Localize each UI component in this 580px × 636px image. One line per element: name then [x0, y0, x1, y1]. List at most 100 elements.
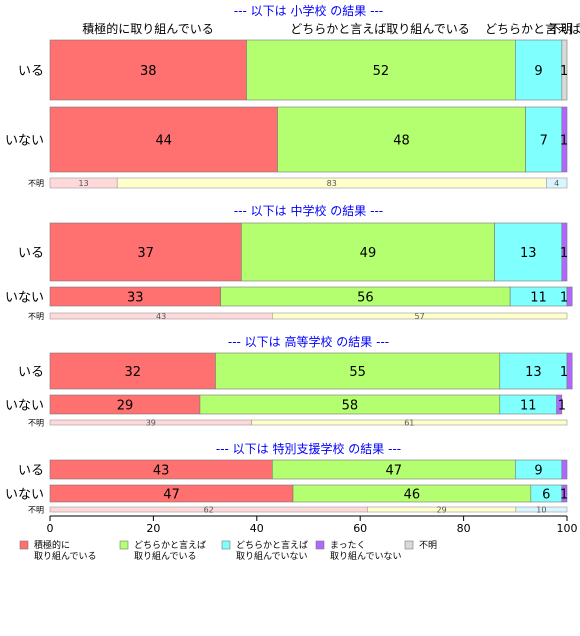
data-label-1-1-0: 33	[127, 291, 144, 306]
legend-label-line: 不明	[419, 540, 437, 551]
bar-segment-0-1-2	[525, 106, 563, 173]
data-label-0-0-4: 1	[560, 64, 568, 79]
data-label-2-0-1: 55	[349, 365, 366, 380]
unknown-label-0: 不明	[28, 179, 44, 188]
legend-label-line: 取り組んでいる	[134, 550, 197, 562]
unknown-label-1: 不明	[28, 312, 44, 321]
legend-label-line: 積極的に	[34, 539, 70, 551]
unknown-value-0-2: 4	[554, 179, 559, 188]
data-label-3-0-0: 43	[153, 464, 170, 479]
unknown-value-1-0: 43	[156, 312, 166, 321]
legend-label-line: どちらかと言えば	[134, 539, 206, 551]
data-label-3-1-3: 1	[560, 488, 568, 503]
data-label-0-0-0: 38	[140, 64, 157, 79]
unknown-value-1-1: 57	[415, 312, 425, 321]
bar-segment-2-1-3	[556, 394, 563, 415]
data-label-2-1-1: 58	[342, 399, 359, 414]
unknown-value-2-0: 39	[146, 419, 156, 428]
data-label-1-0-2: 13	[520, 246, 537, 261]
unknown-segment-2-1	[251, 419, 568, 426]
x-tick-label-2: 40	[250, 522, 264, 535]
category-label-2: どちらかと言えば	[485, 22, 580, 36]
data-label-0-1-1: 48	[393, 134, 410, 149]
unknown-value-3-2: 10	[536, 506, 546, 515]
panel-title-0: --- 以下は 小学校 の結果 ---	[234, 3, 383, 18]
data-label-1-1-1: 56	[357, 291, 374, 306]
data-label-2-1-0: 29	[117, 399, 134, 414]
unknown-segment-3-2	[515, 506, 568, 513]
x-tick-label-0: 0	[47, 522, 54, 535]
unknown-value-3-1: 29	[436, 506, 446, 515]
legend-swatch-3	[315, 540, 325, 550]
data-label-2-0-2: 13	[525, 365, 542, 380]
row-label-3-1: いない	[5, 488, 44, 503]
bar-segment-1-0-0	[49, 222, 242, 282]
data-label-3-0-2: 9	[534, 464, 542, 479]
legend-label-line: どちらかと言えば	[236, 539, 308, 551]
panel-title-2: --- 以下は 高等学校 の結果 ---	[228, 334, 389, 349]
data-label-1-1-3: 1	[560, 291, 568, 306]
legend-label-line: まったく	[330, 540, 366, 551]
bar-segment-0-0-4	[561, 39, 568, 101]
data-label-0-0-2: 9	[534, 64, 542, 79]
legend-swatch-1	[119, 540, 129, 550]
data-label-3-1-0: 47	[163, 488, 180, 503]
category-label-3: 不明	[549, 22, 573, 36]
data-label-3-1-1: 46	[404, 488, 421, 503]
legend-label-3: まったく取り組んでいない	[330, 540, 402, 562]
legend-label-2: どちらかと言えば取り組んでいない	[236, 539, 308, 562]
bar-segment-2-0-3	[566, 352, 573, 390]
bar-segment-3-1-3	[561, 484, 568, 503]
bar-segment-0-1-3	[561, 106, 568, 173]
data-label-2-1-2: 11	[520, 399, 537, 414]
legend-label-1: どちらかと言えば取り組んでいる	[134, 539, 206, 562]
row-label-0-0: いる	[18, 64, 44, 79]
legend-label-0: 積極的に取り組んでいる	[34, 539, 97, 562]
bar-segment-1-0-3	[561, 222, 568, 282]
bar-segment-1-1-3	[566, 286, 573, 307]
data-label-1-0-0: 37	[137, 246, 154, 261]
row-label-1-0: いる	[18, 246, 44, 261]
legend-label-line: 取り組んでいる	[34, 550, 97, 562]
bar-segment-1-0-2	[494, 222, 563, 282]
unknown-label-2: 不明	[28, 419, 44, 428]
category-label-0: 積極的に取り組んでいる	[82, 21, 213, 36]
data-label-2-0-3: 1	[560, 365, 568, 380]
unknown-segment-1-1	[272, 312, 568, 320]
row-label-2-1: いない	[5, 399, 44, 414]
data-label-0-1-2: 7	[540, 134, 548, 149]
x-tick-label-1: 20	[146, 522, 160, 535]
data-label-1-1-2: 11	[530, 291, 547, 306]
legend-label-line: 取り組んでいない	[330, 550, 402, 562]
x-tick-label-4: 80	[457, 522, 471, 535]
bar-segment-0-0-1	[246, 39, 516, 101]
data-label-1-0-1: 49	[360, 246, 377, 261]
data-label-1-0-3: 1	[560, 246, 568, 261]
row-label-1-1: いない	[5, 291, 44, 306]
bar-segment-1-0-1	[240, 222, 495, 282]
panel-title-3: --- 以下は 特別支援学校 の結果 ---	[216, 441, 401, 456]
data-label-3-0-1: 47	[386, 464, 403, 479]
bar-segment-3-0-3	[561, 459, 568, 480]
unknown-value-0-1: 83	[327, 179, 337, 188]
data-label-0-1-3: 1	[560, 134, 568, 149]
legend-swatch-0	[19, 540, 29, 550]
unknown-segment-0-2	[546, 177, 568, 189]
x-tick-label-5: 100	[557, 522, 578, 535]
unknown-value-0-0: 13	[79, 179, 89, 188]
bar-segment-0-1-1	[277, 106, 526, 173]
bar-segment-2-0-1	[215, 352, 501, 390]
data-label-2-0-0: 32	[124, 365, 141, 380]
row-label-3-0: いる	[18, 464, 44, 479]
legend-label-4: 不明	[419, 540, 437, 551]
data-label-0-0-1: 52	[373, 64, 390, 79]
legend-swatch-2	[221, 540, 231, 550]
panel-title-1: --- 以下は 中学校 の結果 ---	[234, 203, 383, 218]
bar-segment-0-1-0	[49, 106, 278, 173]
category-label-1: どちらかと言えば取り組んでいる	[290, 22, 469, 36]
unknown-value-3-0: 62	[204, 506, 214, 515]
row-label-0-1: いない	[5, 134, 44, 149]
unknown-label-3: 不明	[28, 506, 44, 515]
row-label-2-0: いる	[18, 365, 44, 380]
